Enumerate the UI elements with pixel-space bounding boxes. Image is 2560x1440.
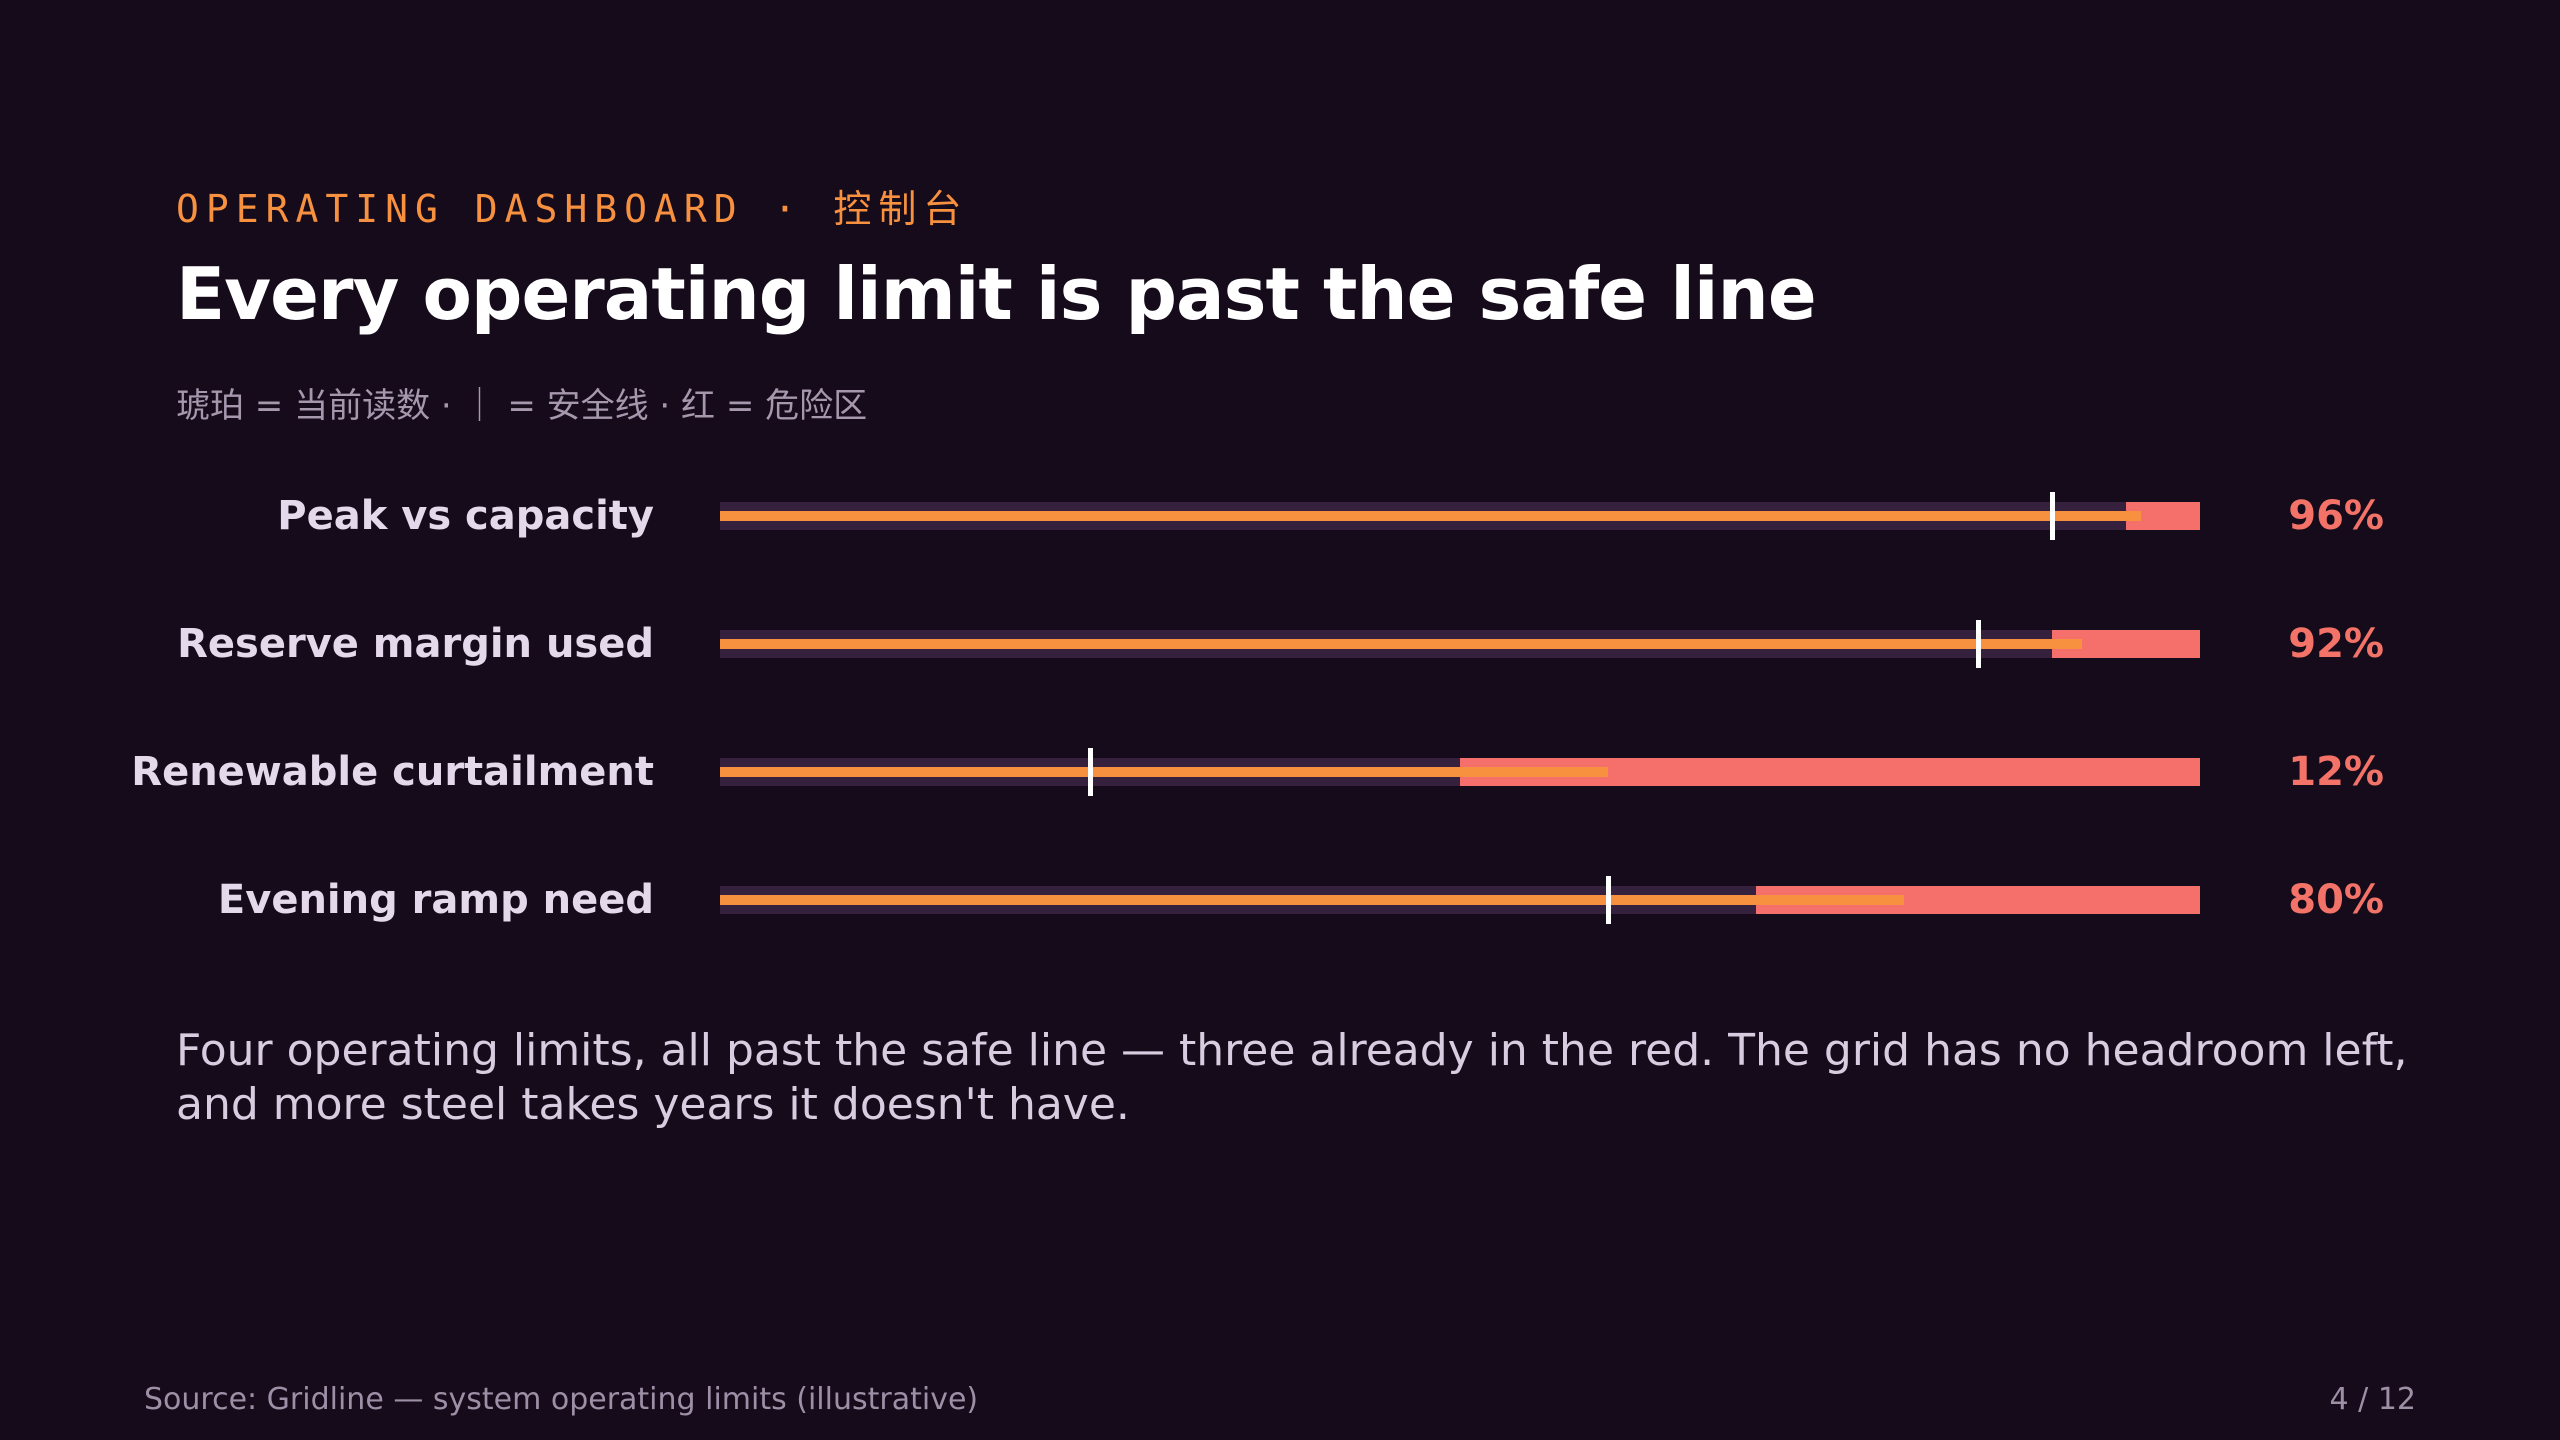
current-reading-bar xyxy=(720,767,1608,777)
bar-track xyxy=(720,492,2200,540)
bar-track xyxy=(720,876,2200,924)
eyebrow-label: OPERATING DASHBOARD · 控制台 xyxy=(176,187,969,231)
safe-line-marker xyxy=(1088,748,1093,796)
page-title: Every operating limit is past the safe l… xyxy=(176,252,1817,336)
row-value-label: 80% xyxy=(2288,877,2384,923)
current-reading-bar xyxy=(720,895,1904,905)
page-number: 4 / 12 xyxy=(2329,1382,2416,1417)
chart-note: Four operating limits, all past the safe… xyxy=(176,1025,2408,1130)
chart-legend: 琥珀 = 当前读数 · ｜ = 安全线 · 红 = 危险区 xyxy=(176,386,868,426)
row-value-label: 96% xyxy=(2288,493,2384,539)
bar-track xyxy=(720,748,2200,796)
row-label: Reserve margin used xyxy=(177,621,654,667)
row-label: Evening ramp need xyxy=(217,877,654,923)
row-label: Peak vs capacity xyxy=(277,493,654,539)
bar-track xyxy=(720,620,2200,668)
row-value-label: 12% xyxy=(2288,749,2384,795)
source-note: Source: Gridline — system operating limi… xyxy=(144,1382,979,1417)
safe-line-marker xyxy=(2050,492,2055,540)
row-value-label: 92% xyxy=(2288,621,2384,667)
safe-line-marker xyxy=(1606,876,1611,924)
current-reading-bar xyxy=(720,639,2082,649)
current-reading-bar xyxy=(720,511,2141,521)
row-label: Renewable curtailment xyxy=(131,749,654,795)
safe-line-marker xyxy=(1976,620,1981,668)
